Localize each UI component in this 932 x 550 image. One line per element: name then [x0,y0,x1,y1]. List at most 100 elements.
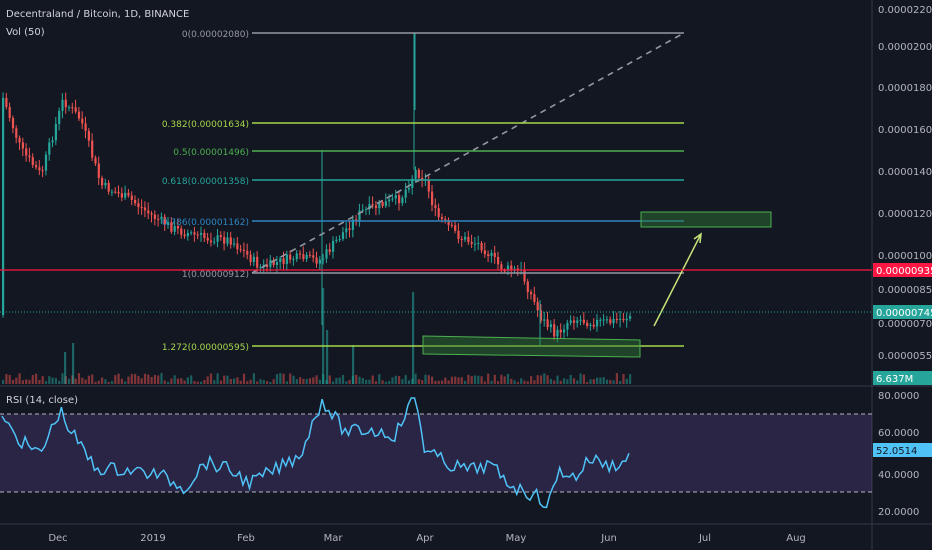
candle-body [51,140,54,143]
fibonacci-extension[interactable]: 0(0.00002080) 0.382(0.00001634) 0.5(0.0000… [162,30,685,353]
volume-bar [219,380,222,384]
volume-bar [355,374,358,384]
rsi-tick-label: 60.0000 [878,428,919,439]
candle-body [64,99,67,108]
candle-body [200,232,203,235]
candle-body [107,182,110,192]
candle-body [526,281,529,293]
rsi-value-badge: 52.0514 [873,443,932,457]
fib-level-label: 1.272(0.00000595) [162,343,249,353]
candle-body [190,232,193,234]
rsi-indicator-label[interactable]: RSI (14, close) [6,395,79,406]
volume-bar [543,373,546,384]
volume-bar [605,379,609,384]
volume-bar [186,377,189,384]
candle-body [609,319,612,324]
volume-bar [239,380,242,384]
volume-bar [460,377,463,384]
rsi-tick-label: 40.0000 [878,470,919,481]
candle-body [266,264,269,267]
volume-bar [107,381,110,384]
time-axis[interactable]: Dec 2019 Feb Mar Apr May Jun Jul Aug [48,533,805,544]
candle-body [602,319,605,321]
target-zone[interactable] [640,211,772,228]
candle-body [213,241,216,243]
candle-body [556,329,559,337]
candle-body [219,235,222,237]
volume-bar [424,374,427,384]
volume-bar [308,378,312,384]
volume-bar [289,373,292,384]
candle-body [576,320,579,323]
volume-bar [196,381,199,384]
volume-bar [497,381,500,384]
volume-bar [147,374,150,384]
volume-bar [110,381,114,384]
symbol-title[interactable]: Decentraland / Bitcoin, 1D, BINANCE [6,9,190,20]
volume-bar [223,375,226,384]
candle-body [68,107,71,109]
volume-bar [21,380,24,384]
candle-body [368,204,371,210]
candle-body [120,193,123,198]
volume-bar [341,374,345,384]
volume-bar [493,374,496,384]
candle-body [388,199,391,202]
candle-body [61,99,64,111]
volume-bar [480,376,483,384]
candle-body [147,210,150,214]
candle-body [160,216,163,220]
volume-bar [503,376,506,384]
candle-body [401,197,404,204]
candlesticks[interactable] [2,33,632,345]
candle-body [249,254,252,263]
volume-bar [84,379,87,384]
projection-arrow[interactable] [653,232,702,327]
candle-body [285,254,288,264]
candle-body [378,201,381,209]
time-tick-label: May [506,533,527,544]
candle-body [365,209,368,211]
candle-body [170,222,173,232]
candle-body [510,265,513,271]
candle-body [11,117,15,129]
candle-body [239,249,242,251]
volume-bar [242,373,246,384]
fib-trend-line[interactable] [251,32,685,274]
volume-bar [335,377,338,384]
volume-bar [41,376,44,384]
candle-body [15,128,18,138]
support-zone[interactable] [422,335,641,358]
volume-bar [134,373,137,384]
volume-bar [51,377,54,384]
volume-bar [516,381,519,384]
volume-bar [539,375,543,384]
candle-body [391,198,394,200]
candle-body [48,142,51,155]
candle-body [612,318,615,324]
candle-body [91,140,94,158]
time-tick-label: Feb [237,533,255,544]
volume-bar [412,292,415,384]
candle-body [487,254,490,257]
candle-body [315,257,318,264]
volume-bar [252,373,255,384]
rsi-axis[interactable]: 80.0000 60.0000 40.0000 20.0000 [878,391,919,518]
volume-bar [97,380,100,384]
volume-bar [615,373,618,384]
candle-body [444,219,447,221]
candle-body [223,236,226,244]
candle-body [2,97,5,316]
volume-bar [140,378,143,384]
candle-body [137,203,140,208]
volume-bar [160,373,163,384]
volume-bar [371,375,374,384]
candle-body [81,118,84,124]
candle-body [236,243,239,250]
candle-body [454,225,457,231]
volume-indicator-label[interactable]: Vol (50) [6,27,45,38]
candle-body [193,232,196,235]
volume-bar [530,376,533,384]
